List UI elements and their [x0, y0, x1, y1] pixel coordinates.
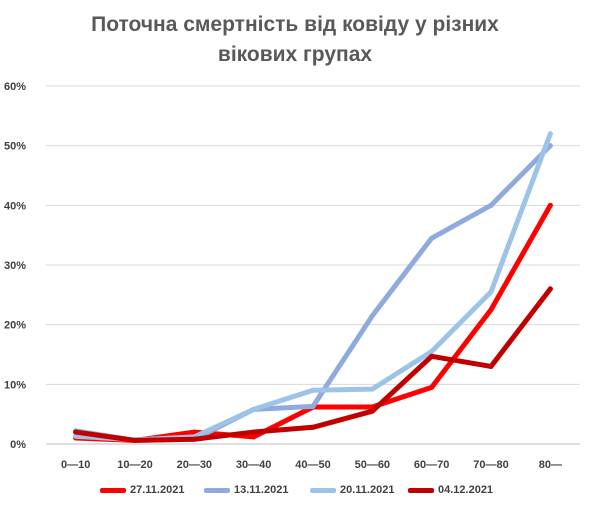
data-point — [191, 436, 197, 442]
legend-item: 13.11.2021 — [204, 484, 288, 496]
legend-item: 27.11.2021 — [100, 484, 184, 496]
legend-swatch — [204, 487, 230, 493]
data-point — [547, 131, 553, 137]
x-tick-label: 60—70 — [414, 459, 449, 471]
chart-legend: 27.11.2021 13.11.2021 20.11.2021 04.12.2021 — [0, 484, 590, 500]
data-point — [132, 437, 138, 443]
legend-label: 13.11.2021 — [234, 484, 289, 496]
x-tick-label: 40—50 — [295, 459, 330, 471]
data-point — [488, 289, 494, 295]
legend-label: 20.11.2021 — [340, 484, 395, 496]
x-tick-label: 70—80 — [473, 459, 508, 471]
legend-item: 20.11.2021 — [310, 484, 394, 496]
x-tick-label: 20—30 — [177, 459, 212, 471]
y-tick-label: 60% — [4, 81, 26, 93]
chart-title: Поточна смертність від ковіду у різних в… — [0, 10, 590, 70]
data-point — [429, 353, 435, 359]
y-tick-label: 10% — [4, 379, 26, 391]
chart-title-line-2: вікових групах — [217, 43, 373, 66]
data-point — [310, 424, 316, 430]
series-line-04.12.2021 — [73, 286, 553, 443]
y-tick-label: 0% — [10, 439, 26, 451]
legend-label: 27.11.2021 — [130, 484, 185, 496]
data-point — [369, 386, 375, 392]
data-point — [429, 349, 435, 355]
data-point — [310, 387, 316, 393]
data-point — [488, 363, 494, 369]
series-line-20.11.2021 — [73, 131, 553, 443]
legend-swatch — [408, 487, 434, 493]
data-point — [73, 429, 79, 435]
legend-label: 04.12.2021 — [438, 484, 494, 496]
data-point — [369, 313, 375, 319]
y-tick-label: 30% — [4, 260, 26, 272]
x-tick-label: 80— — [539, 459, 562, 471]
x-tick-label: 30—40 — [236, 459, 271, 471]
data-point — [429, 235, 435, 241]
data-point — [251, 406, 257, 412]
x-tick-label: 50—60 — [355, 459, 390, 471]
x-tick-label: 10—20 — [117, 459, 152, 471]
data-point — [547, 143, 553, 149]
x-tick-label: 0—10 — [61, 459, 90, 471]
data-point — [547, 202, 553, 208]
data-point — [547, 286, 553, 292]
legend-swatch — [310, 487, 336, 493]
data-point — [488, 307, 494, 313]
data-point — [488, 202, 494, 208]
data-point — [191, 429, 197, 435]
y-tick-label: 50% — [4, 141, 26, 153]
legend-swatch — [100, 487, 126, 493]
data-point — [251, 434, 257, 440]
data-point — [73, 433, 79, 439]
series-line-13.11.2021 — [73, 143, 553, 443]
y-tick-label: 20% — [4, 320, 26, 332]
data-point — [369, 408, 375, 414]
y-tick-label: 40% — [4, 200, 26, 212]
legend-item: 04.12.2021 — [408, 484, 493, 496]
data-point — [429, 384, 435, 390]
chart-title-line-1: Поточна смертність від ковіду у різних — [91, 13, 499, 36]
data-point — [251, 429, 257, 435]
data-point — [310, 403, 316, 409]
